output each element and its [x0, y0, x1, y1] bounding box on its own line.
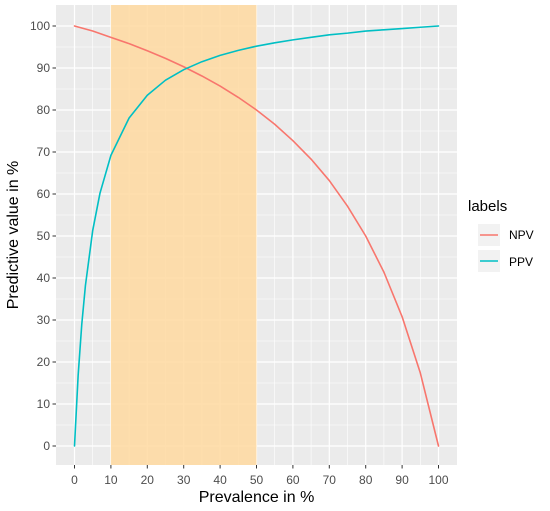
y-tick-label: 40 [37, 271, 51, 285]
legend-label-ppv: PPV [509, 255, 533, 269]
x-tick-label: 80 [359, 473, 373, 487]
y-tick-label: 90 [37, 61, 51, 75]
x-tick-label: 60 [286, 473, 300, 487]
x-tick-label: 100 [428, 473, 448, 487]
series-line-npv [73, 25, 440, 447]
x-tick-label: 50 [250, 473, 264, 487]
y-tick-label: 0 [43, 439, 50, 453]
x-axis-title: Prevalence in % [199, 489, 315, 506]
y-tick-label: 10 [37, 397, 51, 411]
y-tick-labels: 0 10 20 30 40 50 60 70 80 90 100 [30, 19, 50, 453]
y-tick-label: 60 [37, 187, 51, 201]
axis-ticks [52, 25, 439, 469]
x-tick-label: 30 [177, 473, 191, 487]
y-axis-title: Predictive value in % [5, 161, 22, 310]
x-tick-label: 20 [141, 473, 155, 487]
y-tick-label: 30 [37, 313, 51, 327]
y-tick-label: 70 [37, 145, 51, 159]
x-tick-label: 10 [104, 473, 118, 487]
series-line-ppv [73, 25, 440, 447]
y-tick-label: 80 [37, 103, 51, 117]
legend-title: labels [468, 198, 507, 215]
x-tick-label: 40 [213, 473, 227, 487]
x-tick-label: 70 [323, 473, 337, 487]
y-tick-label: 20 [37, 355, 51, 369]
legend: labels NPV PPV [468, 198, 534, 272]
y-tick-label: 50 [37, 229, 51, 243]
series-lines [73, 25, 440, 447]
y-tick-label: 100 [30, 19, 50, 33]
highlight-band [110, 5, 257, 465]
x-tick-label: 90 [395, 473, 409, 487]
x-tick-labels: 0 10 20 30 40 50 60 70 80 90 100 [71, 473, 449, 487]
x-tick-label: 0 [71, 473, 78, 487]
legend-label-npv: NPV [509, 228, 534, 242]
